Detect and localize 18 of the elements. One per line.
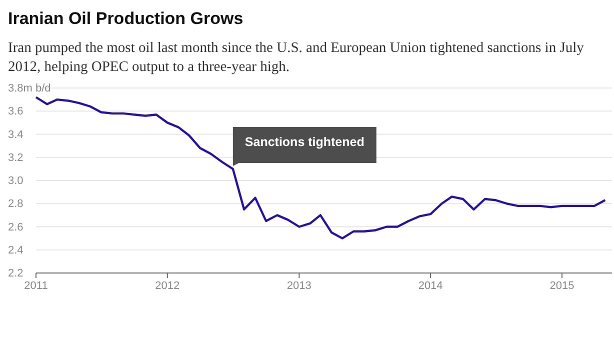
y-tick-label: 3.0	[8, 175, 24, 188]
x-tick-label: 2011	[24, 280, 48, 292]
y-tick-label: 2.8	[8, 198, 24, 210]
x-tick-label: 2015	[550, 280, 574, 292]
chart-title: Iranian Oil Production Grows	[8, 9, 244, 28]
y-tick-label: 2.2	[8, 268, 24, 280]
x-tick-label: 2012	[155, 280, 180, 292]
annotation: Sanctions tightened	[244, 134, 364, 149]
y-tick-label: 2.4	[8, 244, 24, 256]
y-tick-label: 3.6	[8, 106, 24, 118]
y-tick-label: 2.6	[8, 221, 24, 234]
y-tick-label: 3.8m b/d	[8, 82, 51, 95]
line-series	[34, 96, 606, 240]
x-tick-label: 2014	[418, 280, 443, 292]
y-tick-label: 3.2	[8, 152, 24, 164]
x-tick-label: 2013	[286, 280, 312, 292]
chart-subtitle: Iran pumped the most oil last month since the U.S. and European Union tightened sanctions in July 2012, helping OPEC output to a three-year high.	[8, 40, 585, 75]
y-tick-label: 3.4	[8, 128, 24, 141]
